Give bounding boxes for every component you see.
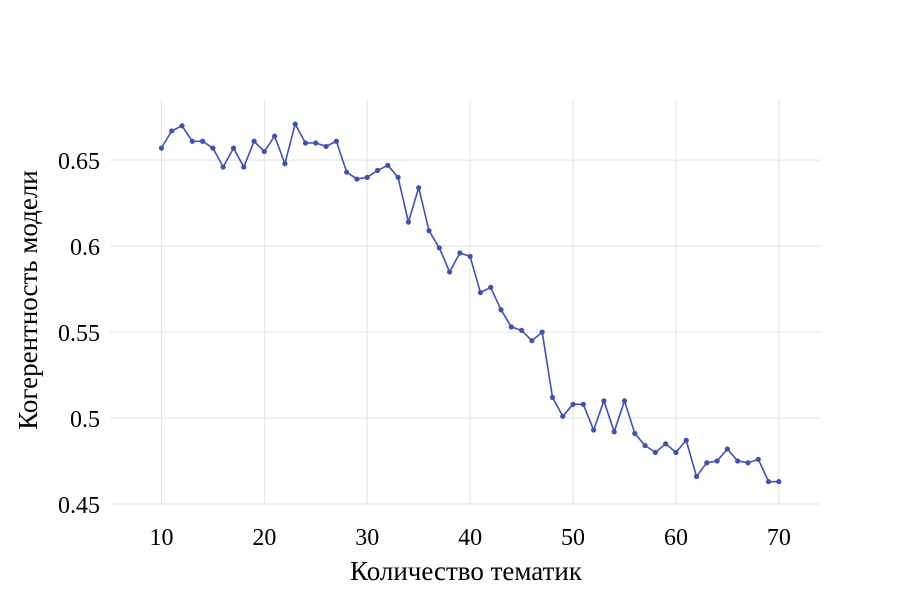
y-axis-label: Когерентность модели: [13, 170, 43, 430]
data-point: [755, 456, 761, 462]
data-point: [302, 140, 309, 146]
x-gridlines: [160, 100, 780, 504]
data-point: [241, 164, 247, 170]
y-tick-label: 0.45: [58, 493, 100, 519]
data-point: [673, 449, 679, 456]
data-point: [251, 138, 257, 144]
data-point: [261, 148, 267, 155]
data-point: [426, 228, 432, 234]
data-point: [385, 162, 391, 168]
data-point: [395, 174, 401, 180]
data-point: [230, 145, 237, 151]
data-point: [508, 324, 514, 330]
data-point: [765, 479, 772, 485]
data-point: [683, 437, 689, 443]
data-point: [220, 164, 226, 170]
data-point: [776, 479, 782, 485]
y-gridlines: [110, 159, 820, 505]
data-point: [446, 269, 453, 275]
data-point: [200, 138, 206, 144]
x-tick-label: 10: [149, 525, 173, 551]
y-tick-label: 0.6: [70, 235, 100, 261]
x-axis-label: Количество тематик: [350, 556, 583, 586]
y-tick-label: 0.5: [70, 407, 100, 433]
data-point: [498, 307, 504, 313]
data-point: [693, 473, 700, 480]
data-point: [313, 140, 319, 146]
data-point: [457, 250, 463, 256]
data-point: [405, 219, 412, 225]
data-point: [374, 167, 381, 174]
x-tick-label: 20: [252, 525, 276, 551]
y-tick-label: 0.55: [58, 321, 100, 347]
data-point: [642, 442, 648, 449]
data-point: [354, 176, 360, 182]
data-point: [735, 458, 741, 464]
data-point: [467, 253, 473, 260]
data-point: [570, 401, 576, 407]
y-tick-label: 0.65: [58, 149, 100, 175]
data-point: [652, 449, 658, 456]
x-tick-label: 60: [664, 525, 688, 551]
data-point: [323, 143, 329, 150]
data-point: [560, 413, 566, 419]
data-point: [292, 121, 298, 127]
data-point: [436, 245, 442, 251]
data-point: [745, 460, 751, 466]
data-point: [539, 329, 545, 335]
data-point: [621, 398, 628, 404]
data-point: [344, 169, 350, 175]
data-point: [179, 123, 185, 129]
data-point: [632, 430, 638, 437]
data-point: [549, 394, 556, 401]
x-tick-labels: 10 20 30 40 50 60 70: [149, 525, 790, 551]
data-point: [591, 427, 597, 433]
x-tick-label: 50: [561, 525, 585, 551]
data-point: [488, 284, 494, 290]
data-point: [601, 398, 607, 404]
data-point: [158, 145, 165, 151]
series-points: [158, 121, 782, 485]
x-tick-label: 40: [458, 525, 482, 551]
data-point: [704, 460, 710, 466]
data-point: [477, 289, 484, 296]
data-point: [724, 446, 730, 452]
x-tick-label: 30: [355, 525, 379, 551]
x-tick-label: 70: [767, 525, 791, 551]
data-point: [272, 133, 278, 139]
data-point: [210, 145, 216, 151]
data-point: [518, 327, 525, 333]
data-point: [714, 458, 720, 464]
data-point: [282, 161, 288, 167]
data-point: [663, 441, 669, 447]
data-point: [416, 185, 422, 191]
data-point: [189, 138, 195, 144]
y-tick-labels: 0.45 0.5 0.55 0.6 0.65: [58, 149, 100, 519]
data-point: [364, 174, 370, 180]
data-point: [169, 128, 175, 134]
data-point: [333, 138, 339, 144]
data-point: [611, 429, 617, 435]
data-point: [580, 401, 586, 407]
data-point: [529, 338, 535, 344]
